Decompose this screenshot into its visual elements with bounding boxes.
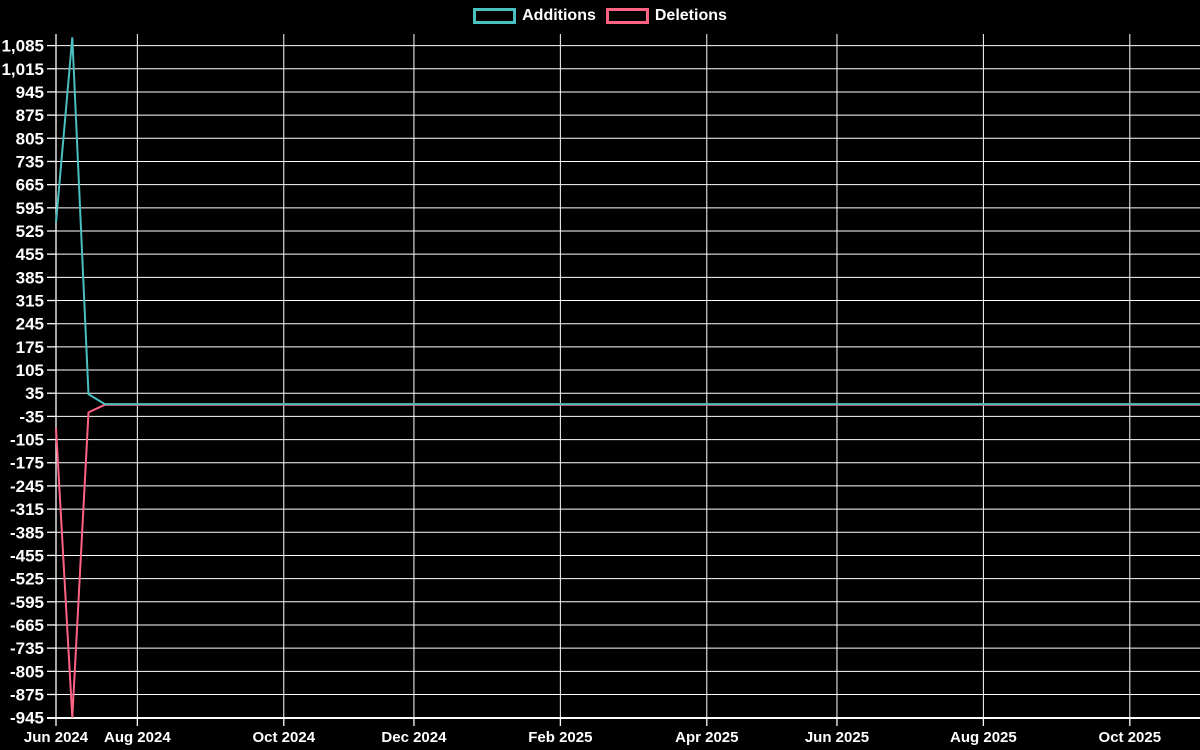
y-tick-label: -105: [10, 431, 44, 450]
x-tick-label: Jun 2025: [805, 729, 869, 746]
y-tick-label: -245: [10, 477, 44, 496]
x-tick-label: Aug 2024: [104, 729, 171, 746]
y-tick-label: -175: [10, 454, 44, 473]
x-tick-label: Apr 2025: [675, 729, 738, 746]
x-tick-label: Jun 2024: [24, 729, 89, 746]
x-tick-label: Oct 2025: [1099, 729, 1162, 746]
y-tick-label: -315: [10, 500, 44, 519]
y-tick-label: 805: [16, 129, 44, 148]
y-tick-label: 1,015: [1, 60, 44, 79]
y-tick-label: -525: [10, 570, 44, 589]
y-tick-label: 455: [16, 245, 44, 264]
y-tick-label: -875: [10, 685, 44, 704]
y-tick-label: 595: [16, 199, 44, 218]
y-tick-label: -735: [10, 639, 44, 658]
y-tick-label: -455: [10, 546, 44, 565]
legend-item-deletions[interactable]: Deletions: [605, 7, 727, 25]
legend-swatch-additions-icon: [473, 8, 517, 24]
y-tick-label: 105: [16, 361, 44, 380]
x-tick-label: Dec 2024: [381, 729, 447, 746]
y-tick-label: -945: [10, 709, 44, 728]
y-tick-label: 385: [16, 268, 44, 287]
y-tick-label: -665: [10, 616, 44, 635]
y-tick-label: -35: [19, 407, 44, 426]
chart-legend: Additions Deletions: [0, 7, 1200, 25]
y-tick-label: 945: [16, 83, 44, 102]
y-tick-label: 1,085: [1, 37, 44, 56]
additions-line: [55, 37, 1200, 406]
x-tick-label: Aug 2025: [950, 729, 1017, 746]
legend-item-additions[interactable]: Additions: [473, 7, 596, 25]
y-tick-label: 525: [16, 222, 44, 241]
x-tick-label: Oct 2024: [253, 729, 316, 746]
y-tick-label: 735: [16, 152, 44, 171]
y-tick-label: -385: [10, 523, 44, 542]
y-tick-label: 875: [16, 106, 44, 125]
y-tick-label: 175: [16, 338, 44, 357]
legend-label-deletions: Deletions: [654, 7, 727, 24]
legend-swatch-deletions-icon: [605, 8, 649, 24]
y-tick-label: -805: [10, 662, 44, 681]
deletions-line: [55, 403, 1200, 718]
y-tick-label: 35: [25, 384, 44, 403]
y-tick-label: 315: [16, 292, 44, 311]
x-tick-label: Feb 2025: [528, 729, 592, 746]
y-tick-label: 665: [16, 176, 44, 195]
y-tick-label: 245: [16, 315, 44, 334]
legend-label-additions: Additions: [522, 7, 596, 24]
y-tick-label: -595: [10, 593, 44, 612]
